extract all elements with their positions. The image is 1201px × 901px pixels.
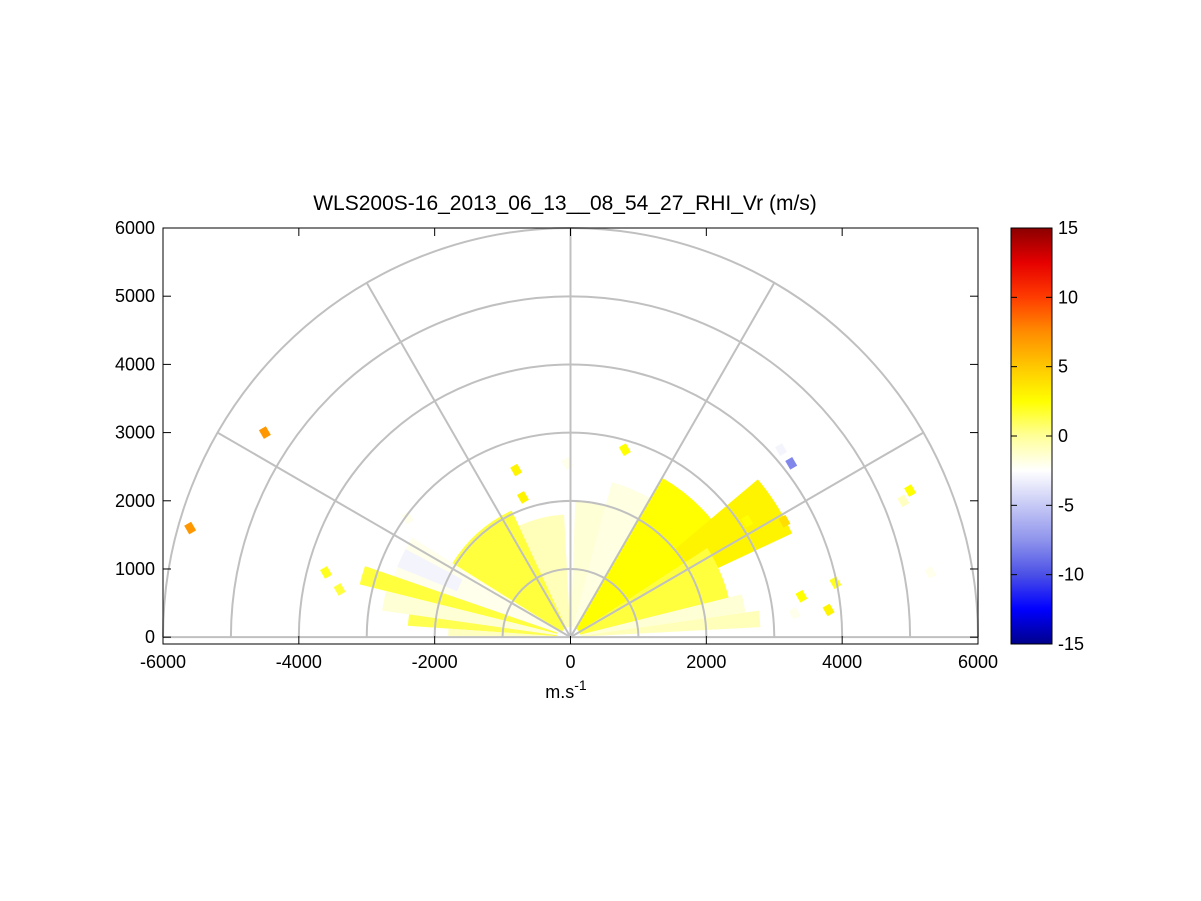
x-tick-label: 4000 — [822, 652, 862, 672]
colorbar-tick-label: -15 — [1058, 634, 1084, 654]
y-tick-label: 1000 — [115, 559, 155, 579]
x-axis-label: m.s-1 — [545, 677, 587, 702]
x-tick-label: -2000 — [412, 652, 458, 672]
velocity-sector — [407, 614, 558, 637]
azimuth-spoke — [217, 431, 572, 639]
velocity-sector — [573, 482, 651, 629]
x-tick-label: -6000 — [140, 652, 186, 672]
velocity-sector — [580, 594, 746, 636]
x-tick-label: 2000 — [686, 652, 726, 672]
colorbar-tick-label: -5 — [1058, 495, 1074, 515]
velocity-cell — [904, 484, 917, 497]
colorbar-ticks: 15 10 5 0 -5 -10 -15 — [1011, 218, 1084, 654]
azimuth-spoke — [365, 282, 572, 638]
velocity-sector — [382, 590, 558, 636]
velocity-cell — [788, 606, 801, 620]
colorbar-tick-label: 10 — [1058, 287, 1078, 307]
x-tick-label: 6000 — [958, 652, 998, 672]
velocity-cell — [401, 511, 414, 525]
velocity-sector — [579, 548, 729, 635]
y-tick-label: 3000 — [115, 423, 155, 443]
y-tick-label: 4000 — [115, 354, 155, 374]
velocity-sector — [570, 500, 606, 628]
velocity-cell — [829, 576, 842, 589]
y-tick-label: 6000 — [115, 218, 155, 238]
axis-ticks: -6000 -4000 -2000 0 2000 4000 6000 0 1000 2000 300… — [115, 218, 998, 672]
velocity-cell — [785, 456, 798, 470]
y-tick-label: 0 — [145, 627, 155, 647]
velocity-sector — [575, 477, 725, 632]
velocity-cell — [775, 443, 788, 456]
colorbar: 15 10 5 0 -5 -10 -15 — [1010, 218, 1084, 654]
velocity-cell — [510, 463, 523, 477]
plot-area: -6000 -4000 -2000 0 2000 4000 6000 0 1000 2000 300… — [115, 218, 998, 672]
velocity-cell — [795, 589, 808, 603]
velocity-cell — [618, 443, 631, 456]
velocity-cell — [184, 521, 197, 535]
velocity-sector — [448, 628, 561, 638]
colorbar-gradient — [1010, 227, 1053, 645]
colorbar-tick-label: 15 — [1058, 218, 1078, 238]
velocity-cell — [921, 552, 934, 566]
velocity-cell — [394, 504, 407, 518]
colorbar-tick-label: -10 — [1058, 565, 1084, 585]
velocity-cell — [333, 583, 346, 596]
velocity-cell — [258, 426, 271, 439]
velocity-data-layer — [184, 426, 937, 638]
velocity-sector — [393, 537, 562, 634]
velocity-cell — [778, 514, 791, 528]
velocity-sector — [359, 566, 558, 634]
azimuth-spoke — [569, 431, 924, 639]
x-tick-label: 0 — [565, 652, 575, 672]
colorbar-tick-label: 0 — [1058, 426, 1068, 446]
velocity-cell — [822, 603, 835, 617]
azimuth-spoke — [569, 282, 776, 638]
velocity-cell — [320, 566, 332, 579]
velocity-cell — [516, 491, 529, 504]
velocity-sector — [452, 510, 567, 632]
chart-title: WLS200S-16_2013_06_13__08_54_27_RHI_Vr (… — [313, 192, 817, 215]
y-tick-label: 5000 — [115, 286, 155, 306]
velocity-sector — [518, 514, 570, 628]
velocity-cell — [741, 514, 754, 528]
velocity-cell — [720, 511, 733, 525]
velocity-sector — [580, 610, 761, 637]
velocity-cell — [924, 566, 937, 579]
x-tick-label: -4000 — [276, 652, 322, 672]
velocity-cell — [897, 494, 910, 508]
y-tick-label: 2000 — [115, 491, 155, 511]
colorbar-tick-label: 5 — [1058, 357, 1068, 377]
